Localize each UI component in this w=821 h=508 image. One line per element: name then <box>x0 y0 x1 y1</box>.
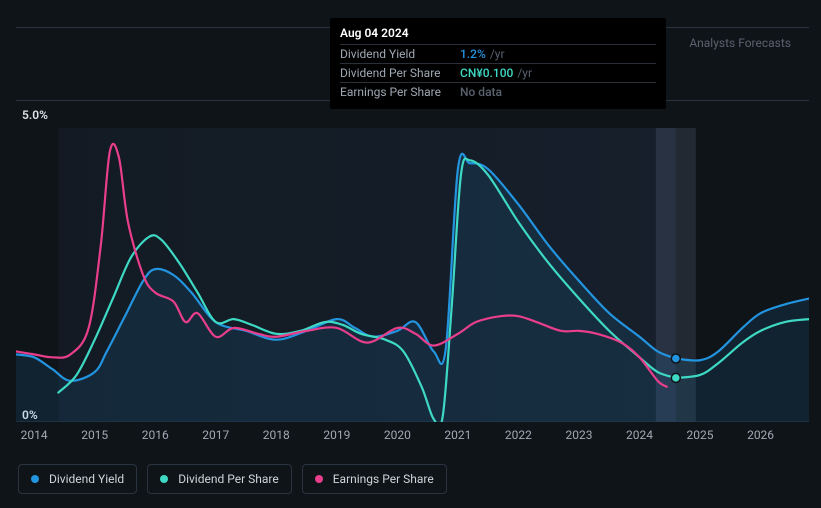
chart-area: 5.0% 0% 20142015201620172018201920202021… <box>16 100 809 452</box>
xtick: 2017 <box>202 428 229 442</box>
xtick: 2023 <box>565 428 592 442</box>
xtick: 2020 <box>384 428 411 442</box>
tooltip-label: Earnings Per Share <box>340 85 460 99</box>
legend-dividend-per-share[interactable]: Dividend Per Share <box>147 464 292 494</box>
tooltip-row: Earnings Per ShareNo data <box>340 82 656 101</box>
legend-label: Dividend Yield <box>49 472 124 486</box>
xtick: 2024 <box>626 428 653 442</box>
xtick: 2026 <box>747 428 774 442</box>
yaxis-max: 5.0% <box>22 108 48 122</box>
legend-earnings-per-share[interactable]: Earnings Per Share <box>302 464 447 494</box>
xtick: 2022 <box>505 428 532 442</box>
xtick: 2014 <box>21 428 48 442</box>
xtick: 2025 <box>687 428 714 442</box>
tooltip-row: Dividend Per ShareCN¥0.100/yr <box>340 63 656 82</box>
xaxis: 2014 2015 2016 2017 2018 2019 2020 2021 2022 2023… <box>16 428 809 444</box>
chart-plot[interactable] <box>16 128 809 422</box>
xtick: 2019 <box>323 428 350 442</box>
legend-label: Earnings Per Share <box>333 472 434 486</box>
dot-icon <box>315 475 323 483</box>
legend-label: Dividend Per Share <box>178 472 279 486</box>
tooltip-unit: /yr <box>490 47 505 61</box>
xtick: 2016 <box>142 428 169 442</box>
legend-dividend-yield[interactable]: Dividend Yield <box>18 464 137 494</box>
tooltip-label: Dividend Per Share <box>340 66 460 80</box>
tooltip-unit: /yr <box>517 66 532 80</box>
legend: Dividend Yield Dividend Per Share Earnin… <box>18 464 447 494</box>
chart-tooltip: Aug 04 2024 Dividend Yield1.2%/yrDividen… <box>330 18 666 109</box>
tooltip-value: No data <box>460 85 502 99</box>
tooltip-date: Aug 04 2024 <box>340 26 656 44</box>
forecast-label: Analysts Forecasts <box>689 36 791 50</box>
xtick: 2015 <box>81 428 108 442</box>
xtick: 2018 <box>263 428 290 442</box>
dot-icon <box>160 475 168 483</box>
xtick: 2021 <box>444 428 471 442</box>
tooltip-row: Dividend Yield1.2% /yr <box>340 44 656 63</box>
dot-icon <box>31 475 39 483</box>
tooltip-label: Dividend Yield <box>340 47 460 61</box>
tooltip-value: 1.2% <box>460 47 486 61</box>
tooltip-value: CN¥0.100 <box>460 66 513 80</box>
